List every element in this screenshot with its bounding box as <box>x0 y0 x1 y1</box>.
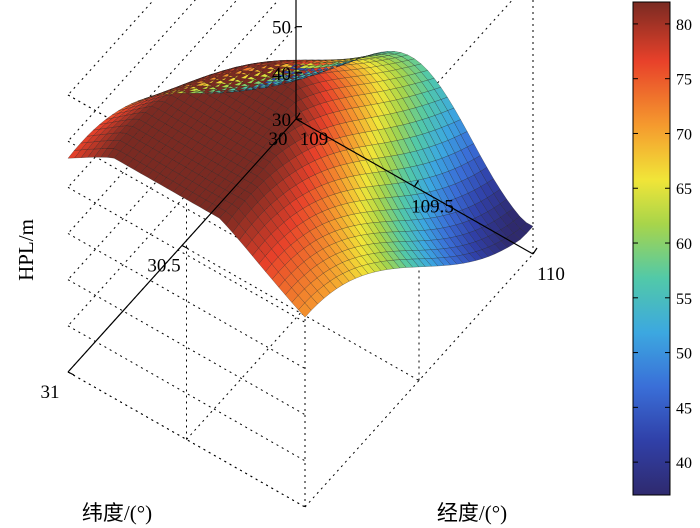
z-axis-label: HPL/m <box>14 219 38 281</box>
colorbar-tick-label: 75 <box>676 72 692 89</box>
colorbar <box>632 1 671 496</box>
x-tick-mark <box>414 180 419 187</box>
z-tick-label: 30 <box>272 110 291 131</box>
y-axis-label: 纬度/(°) <box>82 501 152 525</box>
grid-line <box>67 26 297 281</box>
y-tick-label: 30 <box>269 129 288 150</box>
colorbar-tick-label: 45 <box>676 400 692 417</box>
z-tick-label: 50 <box>272 18 291 39</box>
surface-patch <box>519 222 534 234</box>
colorbar-tick-label: 80 <box>676 17 692 34</box>
x-tick-label: 109 <box>300 129 329 150</box>
x-tick-label: 109.5 <box>411 197 454 218</box>
colorbar-tick-label: 65 <box>676 181 692 198</box>
y-tick-label: 30.5 <box>147 256 180 277</box>
x-tick-mark <box>295 112 301 120</box>
grid-line <box>67 0 196 142</box>
surface-mesh <box>67 51 534 318</box>
grid-line <box>67 325 306 462</box>
colorbar-tick-label: 55 <box>676 291 692 308</box>
grid-line <box>67 72 297 327</box>
grid-line <box>67 0 155 96</box>
z-tick-label: 40 <box>272 64 291 85</box>
grid-line <box>304 0 513 231</box>
y-tick-mark <box>181 244 189 250</box>
y-tick-mark <box>295 118 303 123</box>
x-axis-label: 经度/(°) <box>437 501 507 525</box>
colorbar-tick-label: 70 <box>676 126 692 143</box>
colorbar-tick-label: 40 <box>676 455 692 472</box>
grid-line <box>67 0 280 234</box>
y-tick-mark <box>67 371 75 376</box>
grid-line <box>304 253 534 508</box>
x-tick-label: 110 <box>537 264 565 285</box>
colorbar-tick-label: 50 <box>676 346 692 363</box>
y-tick-label: 31 <box>41 382 60 403</box>
colorbar-tick-label: 60 <box>676 236 692 253</box>
x-tick-mark <box>532 247 538 255</box>
colorbar-ticks: 40 45 50 55 60 65 70 75 80 <box>633 17 692 472</box>
